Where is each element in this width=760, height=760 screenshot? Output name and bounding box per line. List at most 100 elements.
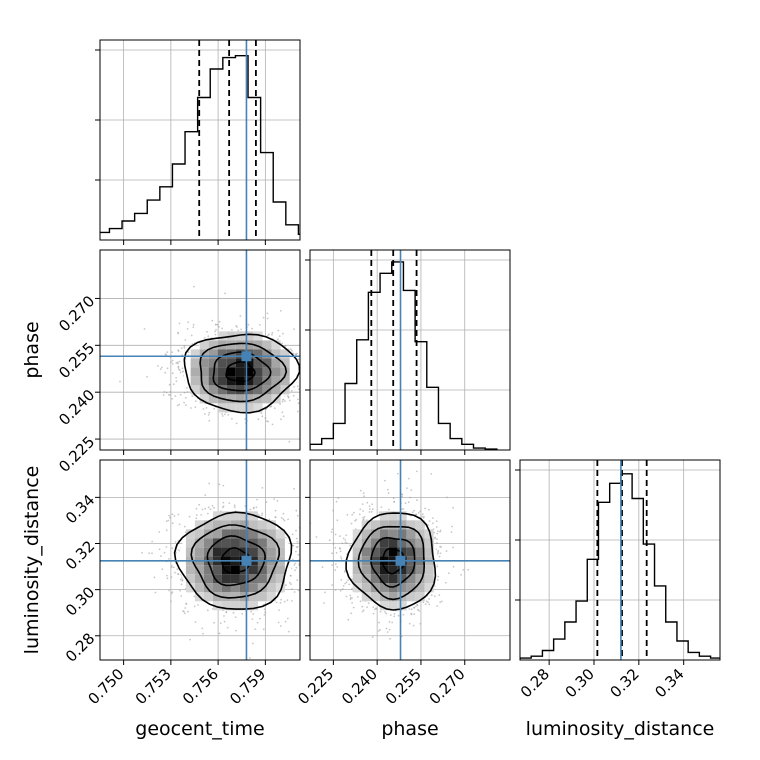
sample-point [168,514,171,517]
sample-point [388,508,390,511]
density-cell [370,538,380,548]
sample-point [368,511,371,513]
sample-point [158,548,161,551]
sample-point [249,657,251,659]
density-cell [275,565,285,575]
density-cell [280,349,290,359]
sample-point [255,506,258,509]
density-cell [253,385,263,395]
density-cell [239,511,249,521]
sample-point [452,506,454,509]
density-cell [397,511,407,521]
sample-point [227,414,230,416]
y-tick-label: 0.30 [62,583,98,619]
sample-point [402,613,405,616]
sample-point [187,351,190,353]
density-cell [199,367,209,377]
density-cell [248,583,258,593]
sample-point [341,588,344,590]
sample-point [432,522,434,525]
sample-point [291,600,293,602]
sample-point [290,389,293,392]
sample-point [328,551,330,553]
density-cell [212,511,222,521]
density-cell [397,520,407,530]
sample-point [288,581,291,584]
sample-point [183,345,186,347]
density-cell [352,547,362,557]
density-cell [190,385,200,395]
density-cell [397,601,407,611]
sample-point [179,589,182,592]
sample-point [222,484,225,487]
sample-point [419,510,422,513]
sample-point [291,350,293,352]
sample-point [290,583,292,585]
sample-point [334,563,337,566]
sample-point [141,551,143,554]
density-cell [406,574,416,584]
sample-point [304,559,306,561]
sample-point [308,368,310,370]
density-contour [225,360,256,383]
axes-frame [99,459,301,661]
density-cell [244,376,254,386]
density-cell [379,574,389,584]
y-tick-label: 0.225 [55,433,98,476]
sample-point [158,531,161,533]
sample-point [163,551,166,554]
density-cell [208,349,218,359]
sample-point [294,569,296,572]
density-cell [275,547,285,557]
sample-point [406,487,408,489]
sample-point [339,535,341,537]
sample-point [387,492,390,494]
sample-point [178,523,181,526]
sample-point [321,566,324,569]
sample-point [213,621,215,624]
sample-point [334,569,337,571]
sample-point [334,533,337,536]
density-cell [217,376,227,386]
sample-point [366,606,368,608]
density-cell [397,565,407,575]
sample-point [177,365,180,368]
density-contents [310,460,510,660]
sample-point [233,506,236,509]
sample-point [164,371,167,374]
density-cell [230,574,240,584]
density-cell [212,592,222,602]
sample-point [315,536,318,538]
sample-point [171,547,174,550]
sample-point [219,622,222,625]
sample-point [362,510,364,512]
sample-point [179,578,182,581]
density-cell [194,565,204,575]
sample-point [168,589,170,592]
sample-point [193,605,196,608]
sample-point [436,530,439,532]
sample-point [291,533,294,536]
sample-point [179,371,182,374]
density-cell [406,520,416,530]
sample-point [201,627,204,630]
density-cell [235,403,245,413]
sample-point [329,368,331,370]
sample-point [296,410,299,413]
density-cell [379,511,389,521]
x-tick-label: 0.240 [338,665,381,708]
sample-point [402,508,405,510]
sample-point [280,598,282,601]
density-cell [203,538,213,548]
density-cell [352,574,362,584]
sample-point [165,520,168,522]
sample-point [336,519,339,522]
sample-point [202,408,205,410]
sample-point [201,508,204,511]
sample-point [293,328,295,330]
sample-point [418,609,420,612]
density-cell [352,529,362,539]
sample-point [184,396,187,399]
density-cell [221,601,231,611]
sample-point [304,561,306,563]
